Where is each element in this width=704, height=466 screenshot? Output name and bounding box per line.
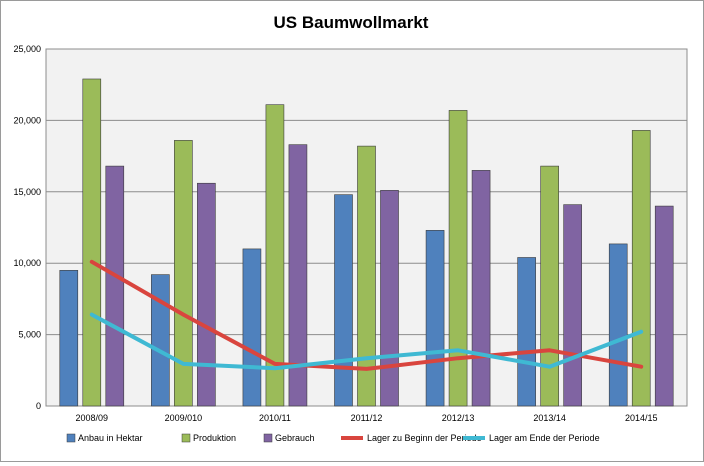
bar	[654, 205, 674, 407]
bar	[448, 110, 468, 407]
line-series	[89, 312, 644, 371]
bar	[357, 145, 376, 407]
legend-label: Lager am Ende der Periode	[489, 433, 600, 443]
x-tick-label: 2008/09	[76, 413, 109, 423]
bar	[288, 144, 308, 407]
lines	[89, 259, 644, 371]
y-tick-label: 5,000	[18, 330, 41, 340]
x-axis: 2008/09 2009/010 2010/11 2011/12 2012/13 2013…	[76, 413, 658, 423]
y-tick-label: 15,000	[13, 187, 41, 197]
bar	[174, 140, 193, 407]
chart-title: US Baumwollmarkt	[274, 13, 429, 32]
bar	[105, 165, 125, 407]
legend-label: Gebrauch	[275, 433, 315, 443]
legend-swatch	[263, 433, 273, 443]
y-tick-label: 10,000	[13, 258, 41, 268]
bar	[563, 204, 582, 407]
bar	[517, 257, 536, 407]
y-tick-label: 20,000	[13, 115, 41, 125]
x-tick-label: 2014/15	[625, 413, 658, 423]
bar	[59, 270, 79, 407]
y-tick-label: 0	[36, 401, 41, 411]
bar	[471, 170, 491, 407]
bar	[197, 182, 216, 407]
y-axis: 0 5,000 10,000 15,000 20,000 25,000	[13, 44, 41, 411]
x-tick-label: 2010/11	[259, 413, 291, 423]
legend: Anbau in Hektar Produktion Gebrauch Lager z…	[66, 433, 600, 443]
line-series	[89, 259, 644, 371]
bar	[608, 243, 628, 407]
bar	[265, 104, 285, 407]
x-tick-label: 2013/14	[533, 413, 566, 423]
x-tick-label: 2009/010	[165, 413, 203, 423]
bar	[82, 78, 102, 407]
bar	[631, 130, 651, 407]
bar	[334, 194, 353, 407]
bar	[540, 165, 559, 407]
y-tick-label: 25,000	[13, 44, 41, 54]
bar	[425, 230, 445, 407]
x-tick-label: 2012/13	[442, 413, 475, 423]
bar	[380, 190, 399, 407]
legend-swatch	[181, 433, 191, 443]
legend-label: Anbau in Hektar	[78, 433, 143, 443]
x-tick-label: 2011/12	[351, 413, 383, 423]
bar	[242, 248, 262, 407]
bar	[151, 274, 170, 407]
legend-label: Produktion	[193, 433, 236, 443]
legend-label: Lager zu Beginn der Periode	[367, 433, 482, 443]
legend-swatch	[66, 433, 76, 443]
bars	[59, 78, 674, 407]
